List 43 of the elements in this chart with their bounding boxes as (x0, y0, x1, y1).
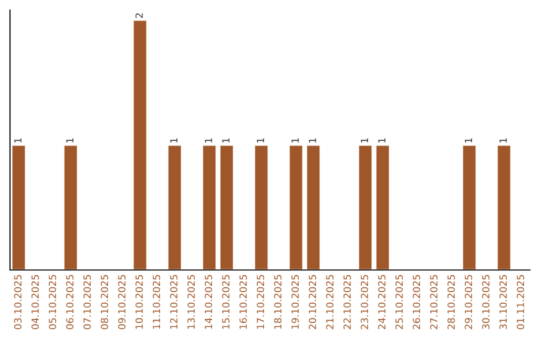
x-tick-label: 11.10.2025 (152, 275, 160, 329)
x-tick-label: 10.10.2025 (135, 275, 143, 329)
data-label: 1 (378, 138, 386, 143)
data-label: 1 (170, 138, 178, 143)
x-tick-label: 06.10.2025 (66, 275, 74, 330)
x-tick-label: 19.10.2025 (291, 275, 299, 329)
x-tick-label: 26.10.2025 (412, 275, 420, 330)
data-label: 2 (135, 13, 143, 18)
x-tick-label: 13.10.2025 (187, 275, 195, 329)
x-tick-label: 30.10.2025 (482, 275, 490, 330)
x-tick-label: 27.10.2025 (430, 275, 438, 330)
x-tick-label: 08.10.2025 (100, 275, 108, 330)
x-tick-label: 17.10.2025 (256, 275, 264, 329)
x-tick-label: 20.10.2025 (308, 275, 316, 330)
data-label: 1 (66, 138, 74, 143)
x-tick-label: 18.10.2025 (274, 275, 282, 329)
x-tick-label: 03.10.2025 (14, 275, 22, 330)
x-tick-label: 29.10.2025 (464, 275, 472, 330)
x-tick-label: 21.10.2025 (326, 275, 334, 330)
data-label: 1 (222, 138, 230, 143)
x-tick-label: 16.10.2025 (239, 275, 247, 329)
data-label: 1 (500, 138, 507, 143)
x-tick-label: 24.10.2025 (378, 275, 386, 330)
x-tick-label: 04.10.2025 (31, 275, 39, 330)
x-tick-label: 31.10.2025 (499, 275, 507, 330)
x-tick-label: 23.10.2025 (360, 275, 368, 330)
data-label: 1 (204, 138, 212, 143)
data-label: 1 (14, 138, 22, 143)
x-tick-label: 01.11.2025 (516, 275, 524, 330)
x-tick-label: 12.10.2025 (170, 275, 178, 329)
data-label: 1 (360, 138, 368, 143)
x-tick-label: 22.10.2025 (343, 275, 351, 330)
x-tick-label: 05.10.2025 (48, 275, 56, 330)
x-tick-label: 25.10.2025 (395, 275, 403, 330)
data-label: 1 (292, 138, 299, 143)
x-tick-label: 09.10.2025 (118, 275, 126, 330)
data-label: 1 (256, 138, 264, 143)
x-tick-label: 28.10.2025 (447, 275, 455, 330)
data-label: 1 (464, 138, 472, 143)
x-tick-label: 15.10.2025 (222, 275, 230, 329)
x-tick-label: 14.10.2025 (204, 275, 212, 329)
data-label: 1 (308, 138, 316, 143)
x-tick-label: 07.10.2025 (83, 275, 91, 330)
